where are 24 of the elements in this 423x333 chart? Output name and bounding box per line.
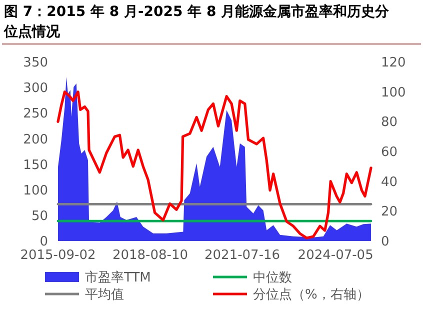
y2-tick-label: 40: [381, 174, 398, 190]
y-tick-label: 300: [23, 81, 48, 96]
legend-label: 分位点（%，右轴）: [253, 288, 370, 303]
y2-tick-label: 80: [381, 115, 398, 130]
legend-label: 平均值: [85, 288, 124, 303]
y2-tick-label: 60: [381, 145, 398, 160]
y2-tick-label: 0: [381, 234, 390, 250]
x-tick-label: 2018-08-10: [112, 248, 188, 263]
y-tick-label: 350: [23, 56, 48, 71]
y-tick-label: 150: [23, 158, 48, 173]
y-tick-label: 100: [23, 183, 48, 198]
legend-label: 中位数: [253, 270, 292, 286]
y-tick-label: 50: [31, 208, 48, 224]
y-tick-label: 0: [40, 234, 48, 250]
y2-tick-label: 20: [381, 204, 398, 220]
y-tick-label: 200: [23, 132, 48, 148]
x-tick-label: 2015-09-02: [20, 248, 96, 263]
legend-label: 市盈率TTM: [85, 270, 151, 286]
chart-title: 图 7：2015 年 8 月-2025 年 8 月能源金属市盈率和历史分位点情况: [3, 3, 390, 40]
x-tick-label: 2021-07-16: [204, 248, 280, 263]
x-tick-label: 2024-07-05: [298, 248, 374, 263]
y2-tick-label: 100: [381, 85, 406, 100]
y2-tick-label: 120: [381, 56, 406, 71]
y-tick-label: 250: [23, 106, 48, 122]
